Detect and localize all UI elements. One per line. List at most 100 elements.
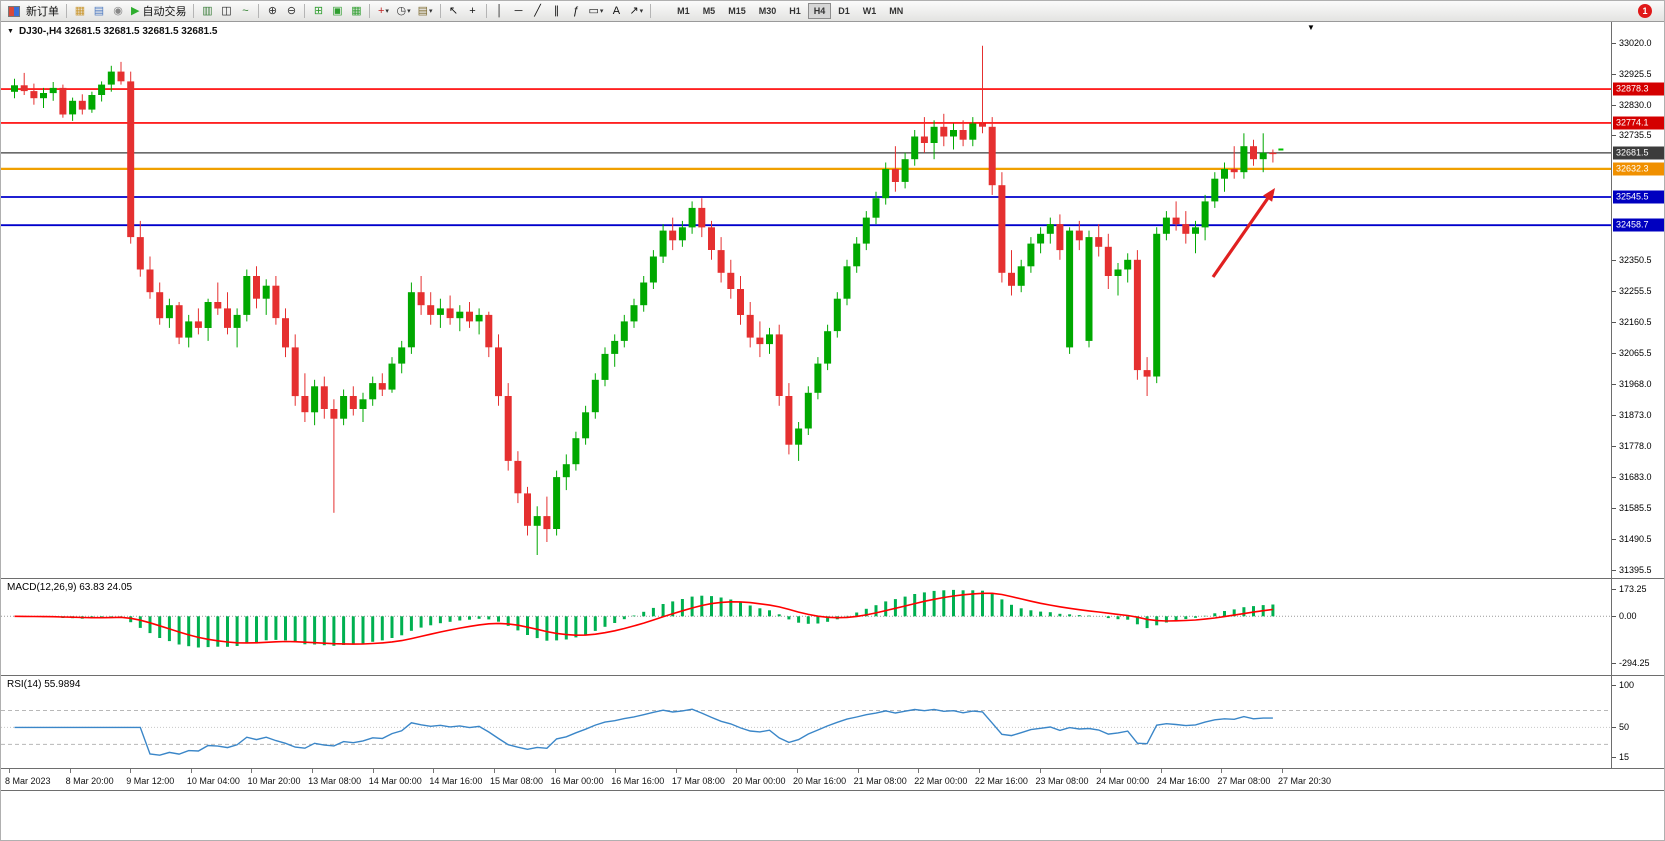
timeframe-m5-button[interactable]: M5: [697, 3, 722, 19]
candle: [446, 308, 454, 319]
cascade-windows-button[interactable]: ▣: [328, 2, 346, 20]
cursor-button[interactable]: ↖: [445, 2, 463, 20]
vertical-line-button[interactable]: │: [491, 2, 509, 20]
toolbar-separator: [439, 4, 441, 18]
bar-chart-button[interactable]: ▥: [198, 2, 216, 20]
channel-button[interactable]: ∥: [548, 2, 566, 20]
text-label-button[interactable]: A: [607, 2, 625, 20]
candle: [746, 314, 754, 338]
candle: [1211, 178, 1219, 202]
rsi-plot[interactable]: [1, 676, 1611, 769]
candle: [417, 292, 425, 306]
time-tick-label: 13 Mar 08:00: [308, 776, 362, 786]
timeframe-m30-button[interactable]: M30: [753, 3, 783, 19]
timeframe-d1-button[interactable]: D1: [832, 3, 856, 19]
line-chart-button[interactable]: ~: [236, 2, 254, 20]
toolbar-items: ▦ ▤ ◉ ▶ 自动交易 ▥ ◫ ~ ⊕ ⊖ ⊞ ▣ ▦ + ▾ ◷ ▾ ▤ ▾ ↖ + │ ─ ╱ ∥ ƒ ▭ ▾ A ↗ ▾ M1 M5 M1…: [71, 2, 909, 20]
shapes-button[interactable]: ▭ ▾: [586, 2, 607, 20]
timeframe-w1-button[interactable]: W1: [857, 3, 883, 19]
price-chart-plot[interactable]: [1, 22, 1611, 579]
macd-panel: MACD(12,26,9) 63.83 24.05 173.25 0.00 -294…: [1, 579, 1664, 676]
dropdown-caret-icon: ▾: [385, 8, 389, 15]
zoom-out-icon: ⊖: [286, 4, 297, 17]
scroll-anchor-icon[interactable]: ▼: [1307, 23, 1315, 32]
tile-windows-button[interactable]: ⊞: [309, 2, 327, 20]
time-tickmark: [69, 769, 71, 773]
candle: [1230, 169, 1238, 173]
toolbar-separator: [66, 4, 67, 18]
arrow-tool-button[interactable]: ↗ ▾: [626, 2, 646, 20]
time-tick-label: 22 Mar 00:00: [914, 776, 968, 786]
trendline-button[interactable]: ╱: [529, 2, 547, 20]
price-tickmark: [1612, 135, 1616, 137]
zoom-out-button[interactable]: ⊖: [282, 2, 300, 20]
zoom-in-button[interactable]: ⊕: [263, 2, 281, 20]
indicators-add-button[interactable]: + ▾: [374, 2, 392, 20]
market-watch-button[interactable]: ▤: [90, 2, 108, 20]
price-tickmark: [1612, 104, 1616, 106]
candle: [582, 412, 590, 439]
crosshair-button[interactable]: +: [464, 2, 482, 20]
time-tick-label: 14 Mar 16:00: [429, 776, 483, 786]
cascade-windows-icon: ▣: [332, 4, 343, 17]
dropdown-caret-icon: ▾: [639, 8, 644, 15]
price-axis[interactable]: 33020.0 32925.5 32830.0 32735.5 32350.5 32255…: [1611, 22, 1664, 578]
templates-button[interactable]: ▤ ▾: [415, 2, 436, 20]
candle: [282, 318, 289, 348]
notification-badge[interactable]: 1: [1638, 4, 1652, 18]
time-tick-label: 24 Mar 16:00: [1156, 776, 1210, 786]
timeframe-m15-button[interactable]: M15: [722, 3, 752, 19]
candle: [117, 71, 125, 82]
dropdown-caret-icon: ▾: [429, 8, 433, 15]
horizontal-line-icon: ─: [514, 4, 523, 17]
toolbar-separator: [304, 4, 306, 18]
candle: [804, 392, 812, 429]
price-tick-label: 31395.5: [1619, 565, 1652, 576]
candle: [882, 169, 890, 199]
arrange-windows-button[interactable]: ▦: [347, 2, 365, 20]
time-tick-label: 16 Mar 16:00: [611, 776, 665, 786]
candle: [272, 285, 280, 319]
time-tick-label: 20 Mar 16:00: [793, 776, 847, 786]
autotrade-button[interactable]: ▶ 自动交易: [128, 2, 189, 20]
candlestick-chart-button[interactable]: ◫: [217, 2, 235, 20]
period-clock-button[interactable]: ◷ ▾: [393, 2, 413, 20]
horizontal-line-button[interactable]: ─: [510, 2, 528, 20]
price-tickmark: [1612, 476, 1616, 478]
candle: [475, 314, 483, 322]
rsi-axis[interactable]: 100 50 15: [1611, 676, 1664, 768]
timeframe-h1-button[interactable]: H1: [783, 3, 807, 19]
time-tick-label: 27 Mar 08:00: [1217, 776, 1271, 786]
macd-tick-label: 0.00: [1619, 611, 1637, 622]
toolbar-separator: [369, 4, 371, 18]
navigator-button[interactable]: ◉: [109, 2, 127, 20]
rsi-tickmark: [1612, 727, 1616, 729]
macd-axis[interactable]: 173.25 0.00 -294.25: [1611, 579, 1664, 675]
candle: [1172, 217, 1180, 225]
candle: [194, 321, 202, 328]
timeframe-m1-button[interactable]: M1: [671, 3, 696, 19]
candle: [678, 227, 686, 241]
time-axis[interactable]: 8 Mar 2023 8 Mar 20:00 9 Mar 12:00 10 Mar 0…: [1, 769, 1664, 791]
candle: [988, 126, 996, 186]
timeframe-mn-button[interactable]: MN: [883, 3, 909, 19]
charts-profiles-button[interactable]: ▦: [71, 2, 89, 20]
fibonacci-button[interactable]: ƒ: [567, 2, 585, 20]
new-order-button[interactable]: 新订单: [5, 2, 62, 20]
timeframe-h4-button[interactable]: H4: [807, 3, 832, 19]
candle: [717, 250, 725, 273]
macd-tickmark: [1612, 662, 1616, 664]
templates-icon: ▤: [417, 4, 428, 17]
macd-tick-label: -294.25: [1619, 657, 1650, 668]
candle: [30, 91, 38, 99]
macd-plot[interactable]: [1, 579, 1611, 676]
collapse-triangle-icon[interactable]: ▼: [7, 28, 14, 35]
price-tickmark: [1612, 508, 1616, 510]
price-tick-label: 31778.0: [1619, 440, 1652, 451]
trend-arrow-annotation[interactable]: [1211, 188, 1275, 278]
candle: [911, 136, 919, 160]
candle: [127, 81, 135, 238]
candle: [630, 305, 638, 322]
candle: [1027, 243, 1035, 267]
navigator-icon: ◉: [113, 4, 123, 17]
